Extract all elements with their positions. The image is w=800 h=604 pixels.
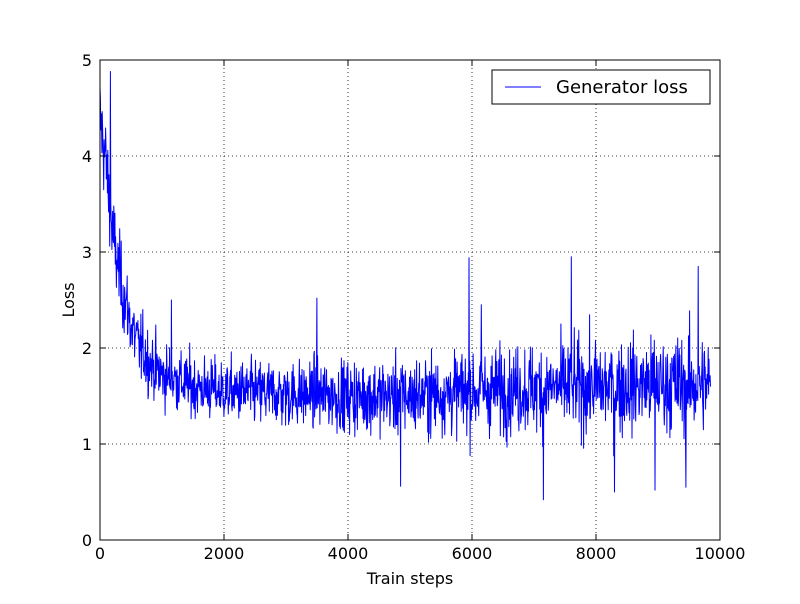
grid [100, 60, 720, 540]
y-tick-label: 2 [82, 339, 92, 358]
y-tick-label: 5 [82, 51, 92, 70]
y-tick-label: 4 [82, 147, 92, 166]
x-axis-label: Train steps [366, 569, 453, 588]
x-tick-label: 0 [95, 544, 105, 563]
x-tick-label: 6000 [452, 544, 493, 563]
x-tick-label: 2000 [204, 544, 245, 563]
series-line-generator-loss [99, 71, 711, 501]
legend: Generator loss [491, 69, 711, 105]
plot-area [99, 71, 711, 501]
x-tick-label: 8000 [576, 544, 617, 563]
y-axis-label: Loss [59, 282, 78, 317]
axes-frame [99, 59, 721, 541]
y-tick-label: 1 [82, 435, 92, 454]
y-tick-label: 0 [82, 531, 92, 550]
ticks: 0 2000 4000 6000 8000 10000 0 1 2 3 4 5 [82, 51, 746, 563]
y-tick-label: 3 [82, 243, 92, 262]
x-tick-label: 10000 [695, 544, 746, 563]
x-tick-label: 4000 [328, 544, 369, 563]
legend-label: Generator loss [556, 77, 688, 98]
